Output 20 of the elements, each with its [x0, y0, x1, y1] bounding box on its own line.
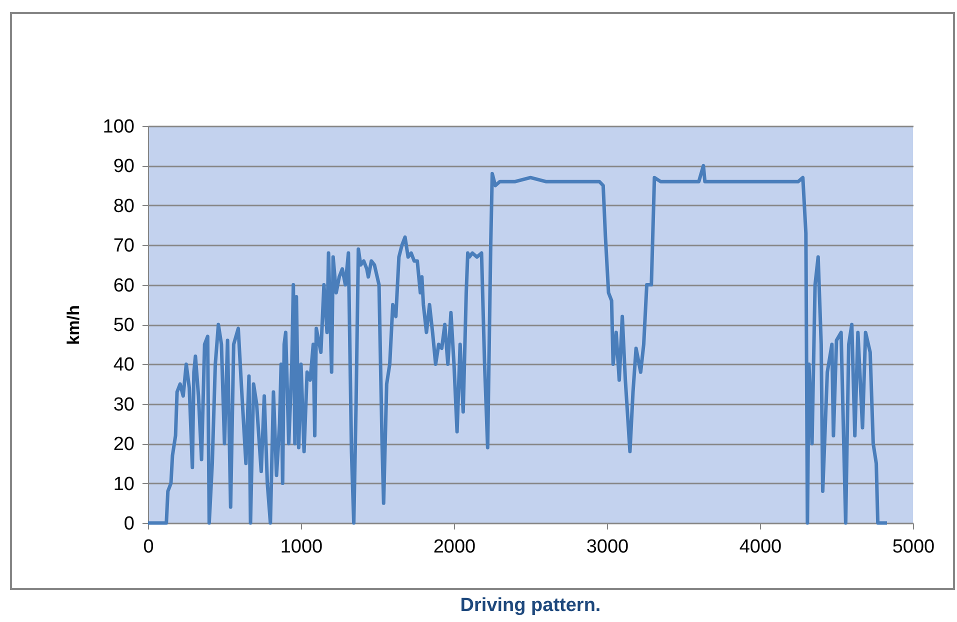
y-tick-label: 90	[113, 156, 134, 178]
text: Driving pattern.	[460, 595, 601, 616]
x-tick-label: 4000	[739, 536, 782, 558]
x-tick-label: 3000	[586, 536, 629, 558]
y-tick-label: 80	[113, 196, 134, 217]
y-tick-label: 0	[124, 514, 134, 534]
y-tick-label: 100	[102, 116, 134, 138]
y-tick-label: 30	[113, 394, 134, 416]
y-tick-label: 20	[113, 434, 134, 456]
line-series	[146, 164, 889, 525]
x-tick-label: 0	[143, 536, 154, 558]
x-tick-label: 2000	[433, 536, 476, 558]
x-tick-label: 5000	[892, 536, 935, 558]
y-tick-label: 60	[113, 275, 134, 296]
y-tick-label: 70	[113, 236, 134, 257]
y-tick-label: 40	[113, 354, 134, 376]
y-tick-label: 10	[113, 474, 134, 495]
y-axis-title: km/h	[64, 305, 83, 345]
y-tick-label: 50	[113, 315, 134, 336]
x-tick-label: 1000	[280, 536, 323, 558]
